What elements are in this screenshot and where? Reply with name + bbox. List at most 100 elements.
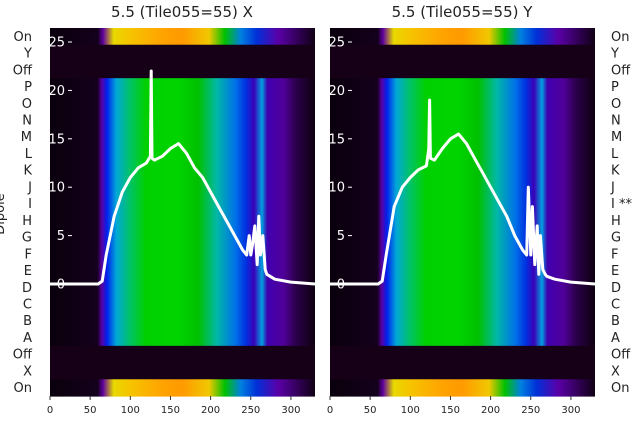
panel-x: 5.5 (Tile055=55) X 0 5 10 15 20 25 0 50 100 150 2…: [0, 3, 316, 416]
row-label: N: [22, 114, 32, 129]
heatmap-row: [50, 345, 315, 364]
x-tick-label: 250: [241, 405, 260, 416]
panel-y: 5.5 (Tile055=55) Y 0 5 10 15 20 25 0 50 100 150 2…: [327, 3, 633, 416]
row-label: J: [27, 180, 32, 195]
row-label: F: [611, 247, 618, 262]
row-label: Y: [610, 47, 619, 62]
x-tick-label: 150: [161, 405, 180, 416]
row-label: H: [22, 214, 32, 229]
x-tick-label: 250: [521, 405, 540, 416]
heatmap-row: [50, 161, 315, 180]
x-axis-y: 0 50 100 150 200 250 300: [327, 396, 580, 416]
row-label: E: [24, 264, 32, 279]
heatmap-row: [330, 44, 595, 63]
x-tick-label: 300: [281, 405, 300, 416]
heatmap-row: [330, 295, 595, 313]
heatmap-row: [50, 94, 315, 113]
heatmap-row: [50, 145, 315, 163]
row-label: H: [611, 214, 621, 229]
heatmap-row: [330, 329, 595, 347]
heatmap-row: [50, 78, 315, 96]
x-tick-label: 200: [201, 405, 220, 416]
heatmap-row: [50, 295, 315, 313]
row-label: C: [611, 298, 620, 313]
overlay-tick-label: 15: [48, 132, 65, 147]
row-label: On: [611, 30, 629, 45]
row-label: K: [23, 164, 32, 179]
chart-title-y: 5.5 (Tile055=55) Y: [392, 3, 534, 21]
row-label: A: [611, 331, 620, 346]
row-label: P: [24, 80, 32, 95]
heatmap-row: [330, 262, 595, 280]
row-label: L: [611, 147, 619, 162]
heatmap-row: [330, 111, 595, 129]
heatmap-row: [330, 28, 595, 46]
heatmap-row: [50, 312, 315, 330]
heatmap-row: [50, 61, 315, 79]
heatmap-row: [50, 262, 315, 280]
heatmap-row: [330, 362, 595, 380]
row-label: O: [611, 97, 621, 112]
chart-title-x: 5.5 (Tile055=55) X: [111, 3, 253, 21]
overlay-curve-y: [330, 98, 596, 286]
heatmap-row: [50, 362, 315, 380]
row-label: I: [28, 197, 32, 212]
x-tick-label: 200: [481, 405, 500, 416]
heatmap-x: [50, 28, 315, 397]
heatmap-y: [330, 28, 595, 397]
heatmap-row: [50, 44, 315, 63]
x-tick-label: 50: [364, 405, 377, 416]
row-label: K: [611, 164, 620, 179]
heatmap-row: [330, 161, 595, 180]
row-label: M: [21, 130, 32, 145]
row-label: G: [611, 231, 621, 246]
row-label: On: [611, 381, 629, 396]
heatmap-row: [330, 195, 595, 213]
heatmap-row: [50, 195, 315, 213]
heatmap-row: [330, 345, 595, 364]
heatmap-row: [50, 111, 315, 129]
row-label: D: [22, 281, 32, 296]
heatmap-row: [330, 145, 595, 163]
heatmap-row: [330, 212, 595, 230]
overlay-tick-label: 10: [328, 181, 345, 196]
row-label: N: [611, 114, 621, 129]
row-label: O: [22, 97, 32, 112]
x-tick-label: 0: [47, 405, 53, 416]
row-label: Off: [13, 63, 33, 78]
row-label: B: [611, 314, 620, 329]
overlay-tick-label: 5: [57, 229, 65, 244]
row-label: G: [22, 231, 32, 246]
x-tick-label: 150: [441, 405, 460, 416]
overlay-curve-x: [50, 69, 316, 286]
row-label: D: [611, 281, 621, 296]
heatmap-row: [330, 178, 595, 196]
row-label: P: [611, 80, 619, 95]
heatmap-row: [50, 379, 315, 397]
row-label: L: [25, 147, 33, 162]
heatmap-row: [50, 212, 315, 230]
heatmap-row: [330, 379, 595, 397]
row-label: A: [23, 331, 32, 346]
row-label: Off: [611, 348, 631, 363]
row-label: X: [611, 364, 620, 379]
heatmap-row: [330, 78, 595, 96]
x-tick-label: 0: [327, 405, 333, 416]
row-label: Y: [23, 47, 32, 62]
overlay-tick-label: 20: [328, 84, 345, 99]
row-label: E: [611, 264, 619, 279]
row-label: Off: [611, 63, 631, 78]
heatmap-row: [50, 228, 315, 247]
overlay-tick-label: 5: [337, 229, 345, 244]
overlay-tick-label: 15: [328, 132, 345, 147]
row-label: C: [23, 298, 32, 313]
x-tick-label: 100: [121, 405, 140, 416]
heatmap-row: [50, 278, 315, 297]
x-tick-label: 50: [84, 405, 97, 416]
heatmap-row: [50, 178, 315, 196]
